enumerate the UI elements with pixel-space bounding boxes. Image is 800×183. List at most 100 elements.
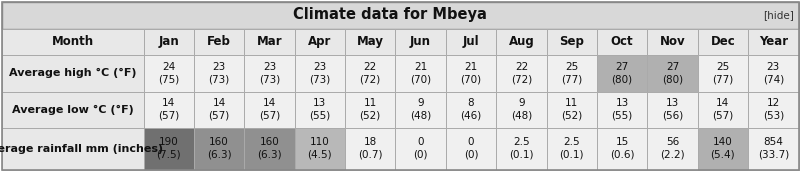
Text: 13
(55): 13 (55) <box>310 98 330 121</box>
Text: 0
(0): 0 (0) <box>464 137 478 160</box>
Bar <box>496 92 546 128</box>
Text: 2.5
(0.1): 2.5 (0.1) <box>509 137 534 160</box>
Text: 12
(53): 12 (53) <box>762 98 784 121</box>
Text: 23
(73): 23 (73) <box>259 62 280 84</box>
Text: 18
(0.7): 18 (0.7) <box>358 137 382 160</box>
Bar <box>446 92 496 128</box>
Text: Dec: Dec <box>710 35 735 48</box>
Text: 11
(52): 11 (52) <box>360 98 381 121</box>
Bar <box>698 128 748 169</box>
Bar <box>597 55 647 92</box>
Bar <box>395 29 446 55</box>
Text: 14
(57): 14 (57) <box>712 98 734 121</box>
Text: 854
(33.7): 854 (33.7) <box>758 137 789 160</box>
Text: May: May <box>357 35 384 48</box>
Text: 13
(56): 13 (56) <box>662 98 683 121</box>
Bar <box>2 29 143 55</box>
Text: 160
(6.3): 160 (6.3) <box>257 137 282 160</box>
Bar <box>446 128 496 169</box>
Bar <box>2 92 143 128</box>
Bar <box>345 128 395 169</box>
Text: Average rainfall mm (inches): Average rainfall mm (inches) <box>0 143 163 154</box>
Text: Nov: Nov <box>660 35 686 48</box>
Text: [hide]: [hide] <box>764 10 794 20</box>
Bar <box>597 128 647 169</box>
Bar <box>395 92 446 128</box>
Text: 160
(6.3): 160 (6.3) <box>206 137 231 160</box>
Text: Jul: Jul <box>462 35 479 48</box>
Text: 14
(57): 14 (57) <box>259 98 280 121</box>
Text: 110
(4.5): 110 (4.5) <box>307 137 332 160</box>
Bar <box>597 92 647 128</box>
Bar <box>395 128 446 169</box>
Text: 22
(72): 22 (72) <box>360 62 381 84</box>
Text: 23
(73): 23 (73) <box>310 62 330 84</box>
Bar <box>143 128 194 169</box>
Text: 23
(74): 23 (74) <box>762 62 784 84</box>
Bar <box>647 128 698 169</box>
Bar <box>748 29 798 55</box>
Text: 190
(7.5): 190 (7.5) <box>156 137 181 160</box>
Text: Jun: Jun <box>410 35 431 48</box>
Bar <box>647 92 698 128</box>
Bar <box>496 128 546 169</box>
Bar <box>2 128 143 169</box>
Bar <box>244 55 294 92</box>
Bar <box>698 55 748 92</box>
Bar <box>446 55 496 92</box>
Text: 27
(80): 27 (80) <box>611 62 633 84</box>
Bar <box>294 92 345 128</box>
Text: 140
(5.4): 140 (5.4) <box>710 137 735 160</box>
Bar <box>345 92 395 128</box>
Bar <box>698 92 748 128</box>
Bar <box>647 55 698 92</box>
Bar <box>194 92 244 128</box>
Text: 2.5
(0.1): 2.5 (0.1) <box>559 137 584 160</box>
Text: 23
(73): 23 (73) <box>209 62 230 84</box>
Text: Average low °C (°F): Average low °C (°F) <box>12 104 134 115</box>
Text: Year: Year <box>758 35 788 48</box>
Bar <box>2 1 798 29</box>
Bar <box>143 92 194 128</box>
Bar <box>294 128 345 169</box>
Text: Jan: Jan <box>158 35 179 48</box>
Text: 14
(57): 14 (57) <box>209 98 230 121</box>
Bar <box>597 29 647 55</box>
Text: 8
(46): 8 (46) <box>460 98 482 121</box>
Text: Mar: Mar <box>257 35 282 48</box>
Bar <box>546 29 597 55</box>
Text: Apr: Apr <box>308 35 331 48</box>
Bar <box>748 128 798 169</box>
Text: 25
(77): 25 (77) <box>712 62 734 84</box>
Bar <box>194 128 244 169</box>
Text: Feb: Feb <box>207 35 231 48</box>
Bar <box>546 55 597 92</box>
Bar <box>496 29 546 55</box>
Text: 9
(48): 9 (48) <box>510 98 532 121</box>
Bar <box>496 55 546 92</box>
Bar <box>546 128 597 169</box>
Bar <box>647 29 698 55</box>
Bar <box>748 55 798 92</box>
Bar <box>748 92 798 128</box>
Bar <box>294 29 345 55</box>
Bar <box>244 92 294 128</box>
Text: 11
(52): 11 (52) <box>561 98 582 121</box>
Text: 56
(2.2): 56 (2.2) <box>660 137 685 160</box>
Text: Climate data for Mbeya: Climate data for Mbeya <box>293 8 487 23</box>
Text: Aug: Aug <box>509 35 534 48</box>
Text: Oct: Oct <box>611 35 634 48</box>
Bar <box>143 55 194 92</box>
Text: 0
(0): 0 (0) <box>414 137 428 160</box>
Bar <box>244 128 294 169</box>
Text: Month: Month <box>51 35 94 48</box>
Text: 9
(48): 9 (48) <box>410 98 431 121</box>
Text: 22
(72): 22 (72) <box>510 62 532 84</box>
Bar <box>395 55 446 92</box>
Bar <box>345 29 395 55</box>
Text: 15
(0.6): 15 (0.6) <box>610 137 634 160</box>
Bar <box>446 29 496 55</box>
Text: 21
(70): 21 (70) <box>410 62 431 84</box>
Text: 25
(77): 25 (77) <box>561 62 582 84</box>
Bar <box>244 29 294 55</box>
